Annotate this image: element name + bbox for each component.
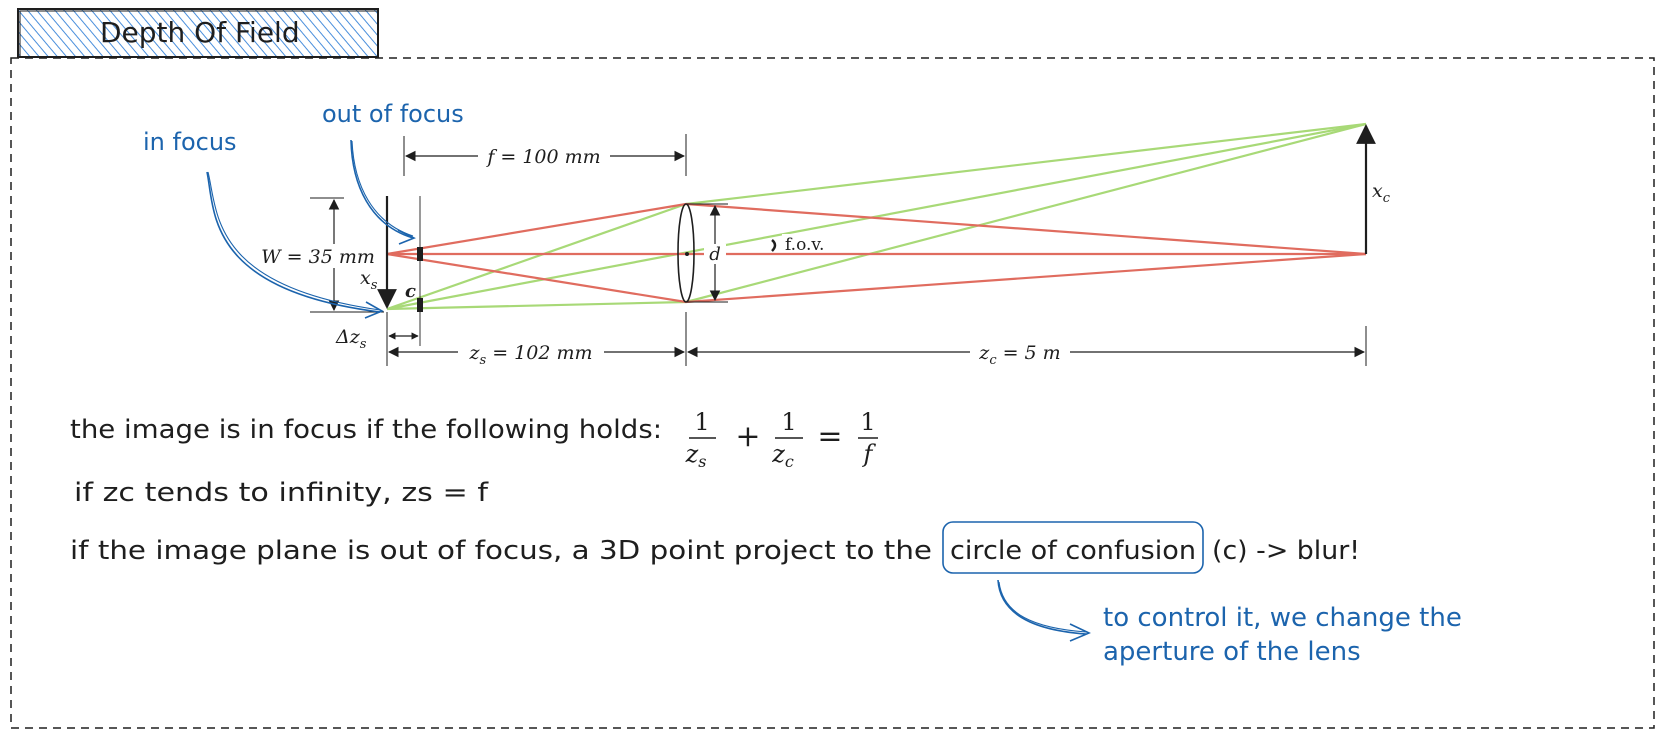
w-label: W = 35 mm — [261, 246, 375, 268]
control-pointer-stroke — [998, 581, 1087, 633]
green-ray-bottom — [685, 122, 1367, 304]
title-box: Depth Of Field — [17, 8, 379, 58]
circle-of-confusion-term: circle of confusion — [950, 536, 1196, 566]
out-of-focus-text: if the image plane is out of focus, a 3D… — [70, 536, 932, 566]
explanation-text: the image is in focus if the following h… — [70, 408, 1360, 574]
title-border — [19, 10, 379, 58]
zc-label: zc = 5 m — [978, 342, 1060, 368]
formula-zs: zs — [685, 440, 707, 471]
lens-center — [685, 252, 689, 256]
c-label: c — [405, 281, 416, 302]
formula-zc: zc — [771, 440, 794, 471]
green-ray-top — [685, 122, 1367, 206]
fov-label-bg — [782, 234, 838, 252]
infinity-text: if zc tends to infinity, zs = f — [74, 478, 489, 508]
zc-label-bg — [970, 340, 1070, 364]
zs-label: zs = 102 mm — [469, 342, 593, 368]
green-ray-sensor-bottom — [386, 300, 687, 311]
control-annotation-line1: to control it, we change the — [1103, 603, 1462, 633]
fov-label: f.o.v. — [785, 235, 824, 255]
formula-equals: = — [817, 419, 842, 454]
f-label-bg — [478, 144, 610, 168]
zs-label-bg — [458, 340, 604, 364]
out-of-focus-annotation: out of focus — [322, 100, 464, 128]
green-rays — [386, 122, 1367, 311]
optics-diagram: d f.o.v. xc f = 100 mm W = 35 mm xs c Δz… — [254, 122, 1391, 368]
w-label-bg — [254, 244, 382, 268]
dzs-label: Δzs — [335, 326, 367, 352]
circle-of-confusion-highlight — [942, 521, 1204, 574]
formula-f: f — [862, 440, 877, 468]
f-label: f = 100 mm — [485, 146, 600, 168]
red-ray-d — [685, 252, 1367, 304]
green-ray-center — [386, 122, 1367, 311]
in-focus-pointer-stroke — [207, 171, 381, 311]
formula-plus: + — [735, 419, 760, 454]
lens-formula: 1 zs + 1 zc = 1 f — [685, 408, 878, 471]
in-focus-annotation: in focus — [143, 128, 237, 156]
out-of-focus-arrowhead — [397, 229, 416, 245]
green-ray-sensor-top — [386, 202, 687, 311]
xs-label: xs — [360, 267, 378, 293]
dashed-frame — [10, 57, 1655, 729]
title-hatch-fill — [17, 8, 379, 58]
fov-arc — [771, 239, 777, 252]
control-pointer — [997, 579, 1087, 635]
out-of-focus-pointer — [350, 139, 414, 239]
xc-label: xc — [1372, 180, 1391, 206]
blur-text: (c) -> blur! — [1212, 536, 1360, 566]
red-rays — [386, 202, 1367, 304]
formula-one-b: 1 — [781, 408, 796, 436]
d-label-bg — [704, 244, 726, 264]
formula-one-a: 1 — [694, 408, 709, 436]
annotations: in focus out of focus to control it, we … — [143, 100, 1462, 667]
page-title: Depth Of Field — [100, 16, 300, 49]
control-annotation-line2: aperture of the lens — [1103, 637, 1361, 667]
in-focus-arrowhead — [364, 301, 384, 319]
in-focus-pointer — [206, 171, 381, 313]
focus-condition-text: the image is in focus if the following h… — [70, 415, 662, 445]
red-ray-c — [685, 202, 1367, 256]
red-ray-b — [386, 252, 687, 304]
d-label: d — [709, 244, 721, 265]
control-arrowhead — [1069, 623, 1091, 642]
formula-one-c: 1 — [860, 408, 875, 436]
blur-spot-bottom — [417, 298, 423, 312]
blur-spot-top — [417, 247, 423, 261]
red-ray-a — [386, 202, 687, 256]
